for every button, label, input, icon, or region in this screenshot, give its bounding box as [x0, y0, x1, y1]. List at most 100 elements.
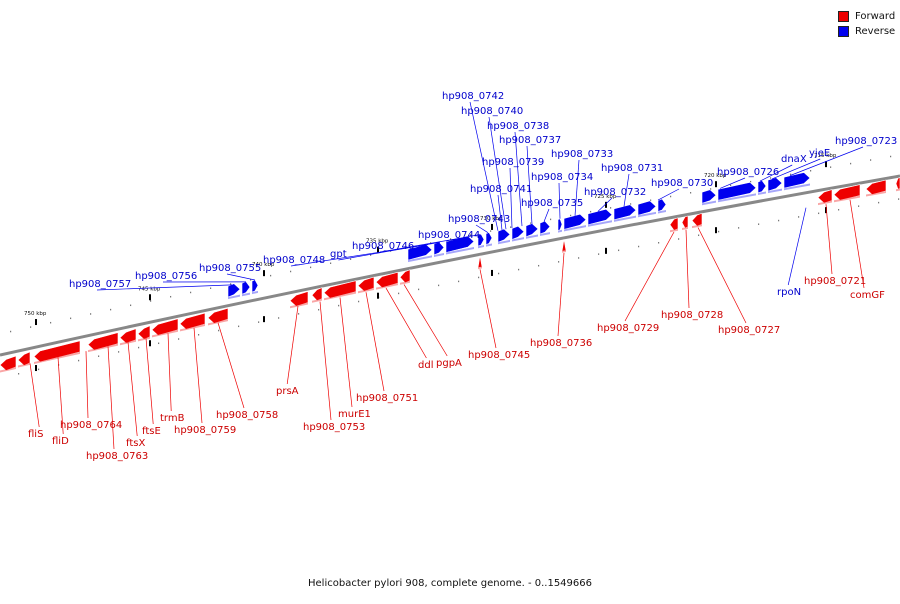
minor-tick — [638, 246, 639, 248]
minor-tick — [218, 330, 219, 332]
forward-gene-label: ddl — [418, 360, 433, 371]
reverse-gene-label: hp908_0740 — [461, 106, 523, 117]
minor-tick — [238, 326, 239, 328]
forward-gene-label: hp908_0745 — [468, 350, 530, 361]
minor-tick — [698, 235, 699, 237]
minor-tick — [338, 305, 339, 307]
reverse-gene-label: hp908_0737 — [499, 135, 561, 146]
minor-tick — [870, 159, 871, 161]
forward-gene-label: prsA — [276, 386, 299, 397]
reverse-gene-label: hp908_0739 — [482, 157, 544, 168]
minor-tick — [118, 351, 119, 353]
reverse-gene-arrow — [434, 242, 444, 255]
reverse-gene-label: hp908_0755 — [199, 263, 261, 274]
leader-line — [826, 204, 832, 274]
minor-tick — [810, 170, 811, 172]
leader-line — [340, 297, 352, 407]
leader-line — [625, 232, 674, 321]
minor-tick — [190, 292, 191, 294]
forward-gene-label: hp908_0763 — [86, 451, 148, 462]
legend-forward: Forward — [838, 9, 895, 24]
reverse-gene-arrow — [242, 282, 250, 295]
major-tick — [149, 294, 151, 300]
minor-tick — [178, 338, 179, 340]
leader-line — [194, 328, 202, 423]
reverse-gene-arrow — [526, 223, 538, 236]
forward-gene-label: hp908_0753 — [303, 422, 365, 433]
reverse-gene-label: hp908_0733 — [551, 149, 613, 160]
forward-gene-arrow — [562, 239, 566, 251]
forward-gene-arrow — [478, 256, 482, 268]
major-tick — [35, 319, 37, 325]
leader-line — [544, 209, 549, 222]
major-tick — [377, 293, 379, 299]
leader-line — [658, 189, 679, 200]
major-tick — [715, 227, 717, 233]
minor-tick — [70, 318, 71, 320]
leader-line — [30, 363, 39, 427]
minor-tick — [878, 202, 879, 204]
minor-tick — [738, 227, 739, 229]
leader-line — [366, 292, 384, 391]
minor-tick — [418, 289, 419, 291]
minor-tick — [598, 253, 599, 255]
leader-line — [850, 200, 864, 288]
forward-gene-label: hp908_0758 — [216, 410, 278, 421]
minor-tick — [610, 207, 611, 209]
legend-reverse-label: Reverse — [855, 26, 895, 37]
minor-tick — [490, 230, 491, 232]
forward-gene-label: hp908_0728 — [661, 310, 723, 321]
minor-tick — [718, 231, 719, 233]
reverse-gene-label: yjeE — [809, 148, 830, 159]
forward-swatch — [838, 11, 849, 22]
forward-gene-label: comGF — [850, 290, 885, 301]
major-tick — [263, 270, 265, 276]
leader-line — [168, 333, 171, 411]
minor-tick — [898, 198, 899, 200]
minor-tick — [658, 242, 659, 244]
forward-gene-arrow-shadow — [896, 189, 900, 192]
minor-tick — [258, 321, 259, 323]
minor-tick — [350, 258, 351, 260]
reverse-gene-label: hp908_0730 — [651, 178, 713, 189]
minor-tick — [858, 205, 859, 207]
forward-gene-arrow — [692, 213, 702, 226]
forward-gene-label: trmB — [160, 413, 185, 424]
forward-gene-label: ftsX — [126, 438, 145, 449]
gene-labels: fliSfliDhp908_0764hp908_0763ftsXftsEtrmB… — [28, 91, 897, 462]
reverse-gene-label: hp908_0746 — [352, 241, 414, 252]
forward-gene-arrow — [670, 218, 678, 230]
minor-tick — [478, 277, 479, 279]
leader-line — [287, 306, 298, 384]
major-tick — [149, 340, 151, 346]
minor-tick — [110, 309, 111, 311]
scale-label: 745 kbp — [138, 286, 161, 292]
forward-gene-label: hp908_0759 — [174, 425, 236, 436]
reverse-swatch — [838, 26, 849, 37]
reverse-gene-arrow — [252, 280, 258, 292]
reverse-gene-label: gpt — [330, 249, 347, 260]
leader-line — [146, 338, 153, 424]
forward-gene-arrow — [682, 216, 688, 228]
minor-tick — [730, 185, 731, 187]
forward-gene-arrow — [400, 270, 410, 283]
minor-tick — [90, 313, 91, 315]
minor-tick — [310, 267, 311, 269]
minor-tick — [798, 216, 799, 218]
legend-reverse: Reverse — [838, 24, 895, 39]
minor-tick — [590, 211, 591, 213]
reverse-gene-label: hp908_0756 — [135, 271, 197, 282]
minor-tick — [690, 192, 691, 194]
reverse-gene-label: hp908_0735 — [521, 198, 583, 209]
minor-tick — [78, 360, 79, 362]
leader-line — [218, 323, 244, 408]
minor-tick — [838, 209, 839, 211]
leader-line — [128, 342, 137, 436]
minor-tick — [278, 317, 279, 319]
reverse-gene-label: hp908_0757 — [69, 279, 131, 290]
minor-tick — [818, 213, 819, 215]
leader-line — [489, 117, 506, 229]
minor-tick — [298, 313, 299, 315]
reverse-gene-label: hp908_0723 — [835, 136, 897, 147]
leader-line — [480, 269, 496, 348]
